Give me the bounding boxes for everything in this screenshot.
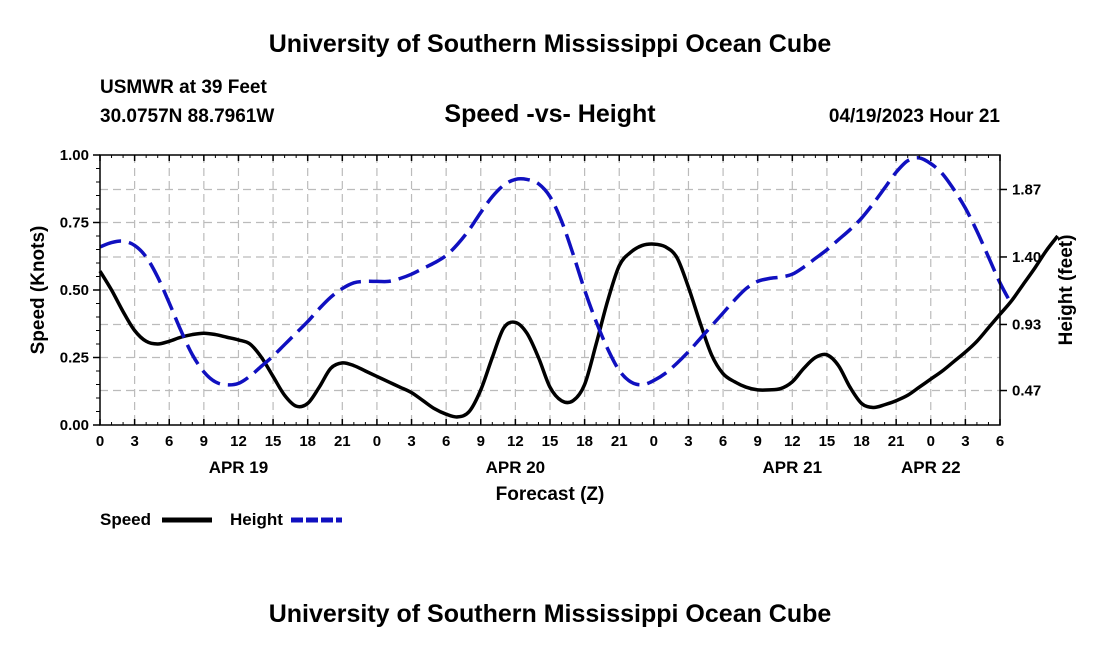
x-tick-label: 6 bbox=[165, 433, 173, 450]
x-tick-label: 9 bbox=[477, 433, 485, 450]
x-tick-label: 0 bbox=[927, 433, 935, 450]
x-tick-label: 21 bbox=[888, 433, 905, 450]
x-tick-label: 12 bbox=[230, 433, 247, 450]
y-tick-label: 1.00 bbox=[60, 147, 89, 164]
speed-series-line bbox=[98, 234, 1060, 419]
x-tick-label: 15 bbox=[542, 433, 559, 450]
x-tick-label: 9 bbox=[200, 433, 208, 450]
legend-height-label: Height bbox=[230, 510, 283, 529]
x-tick-label: 18 bbox=[299, 433, 316, 450]
x-tick-label: 18 bbox=[853, 433, 870, 450]
x-tick-label: 12 bbox=[507, 433, 524, 450]
x-tick-label: 3 bbox=[130, 433, 138, 450]
coordinates-label: 30.0757N 88.7961W bbox=[100, 106, 275, 127]
y-tick-label: 0.75 bbox=[60, 215, 89, 232]
x-tick-label: 6 bbox=[442, 433, 450, 450]
legend-speed-label: Speed bbox=[100, 510, 151, 529]
x-tick-label: 3 bbox=[407, 433, 415, 450]
x-axis-title: Forecast (Z) bbox=[496, 484, 605, 505]
bottom-title: University of Southern Mississippi Ocean… bbox=[268, 600, 832, 628]
x-tick-label: 0 bbox=[373, 433, 381, 450]
x-tick-label: 12 bbox=[784, 433, 801, 450]
x-tick-label: 21 bbox=[611, 433, 628, 450]
x-tick-label: 0 bbox=[650, 433, 658, 450]
y2-tick-label: 0.47 bbox=[1012, 383, 1041, 400]
x-tick-label: 21 bbox=[334, 433, 351, 450]
x-tick-label: 6 bbox=[996, 433, 1004, 450]
station-label: USMWR at 39 Feet bbox=[100, 77, 267, 98]
x-tick-label: 18 bbox=[576, 433, 593, 450]
x-tick-label: 6 bbox=[719, 433, 727, 450]
height-series-line bbox=[99, 156, 1014, 387]
axis-labels: 0 3 6 9 12 15 18 21 0 3 6 9 12 15 18 21 0 3 6 9 12 15 18 21 0 3 6 A… bbox=[60, 147, 1041, 477]
x-tick-label: 15 bbox=[265, 433, 282, 450]
x-tick-label: 15 bbox=[819, 433, 836, 450]
x-tick-label: 3 bbox=[961, 433, 969, 450]
x-tick-label: 9 bbox=[754, 433, 762, 450]
y2-axis-title: Height (feet) bbox=[1056, 235, 1077, 346]
series-layer bbox=[98, 156, 1060, 419]
y2-tick-label: 1.87 bbox=[1012, 181, 1041, 198]
y-tick-label: 0.25 bbox=[60, 350, 89, 367]
date-label: APR 22 bbox=[901, 458, 961, 477]
y2-tick-label: 1.40 bbox=[1012, 249, 1041, 266]
x-tick-label: 3 bbox=[684, 433, 692, 450]
y-tick-label: 0.50 bbox=[60, 282, 89, 299]
y2-tick-label: 0.93 bbox=[1012, 316, 1041, 333]
chart-title: Speed -vs- Height bbox=[444, 100, 656, 128]
top-title: University of Southern Mississippi Ocean… bbox=[268, 30, 832, 58]
date-label: APR 21 bbox=[763, 458, 823, 477]
date-label: APR 19 bbox=[209, 458, 269, 477]
x-tick-label: 0 bbox=[96, 433, 104, 450]
run-time-label: 04/19/2023 Hour 21 bbox=[828, 106, 1000, 127]
axis-ticks bbox=[93, 154, 1007, 426]
date-label: APR 20 bbox=[486, 458, 546, 477]
y-tick-label: 0.00 bbox=[60, 417, 89, 434]
legend: Speed Height bbox=[100, 510, 342, 529]
y-axis-title: Speed (Knots) bbox=[28, 226, 49, 355]
